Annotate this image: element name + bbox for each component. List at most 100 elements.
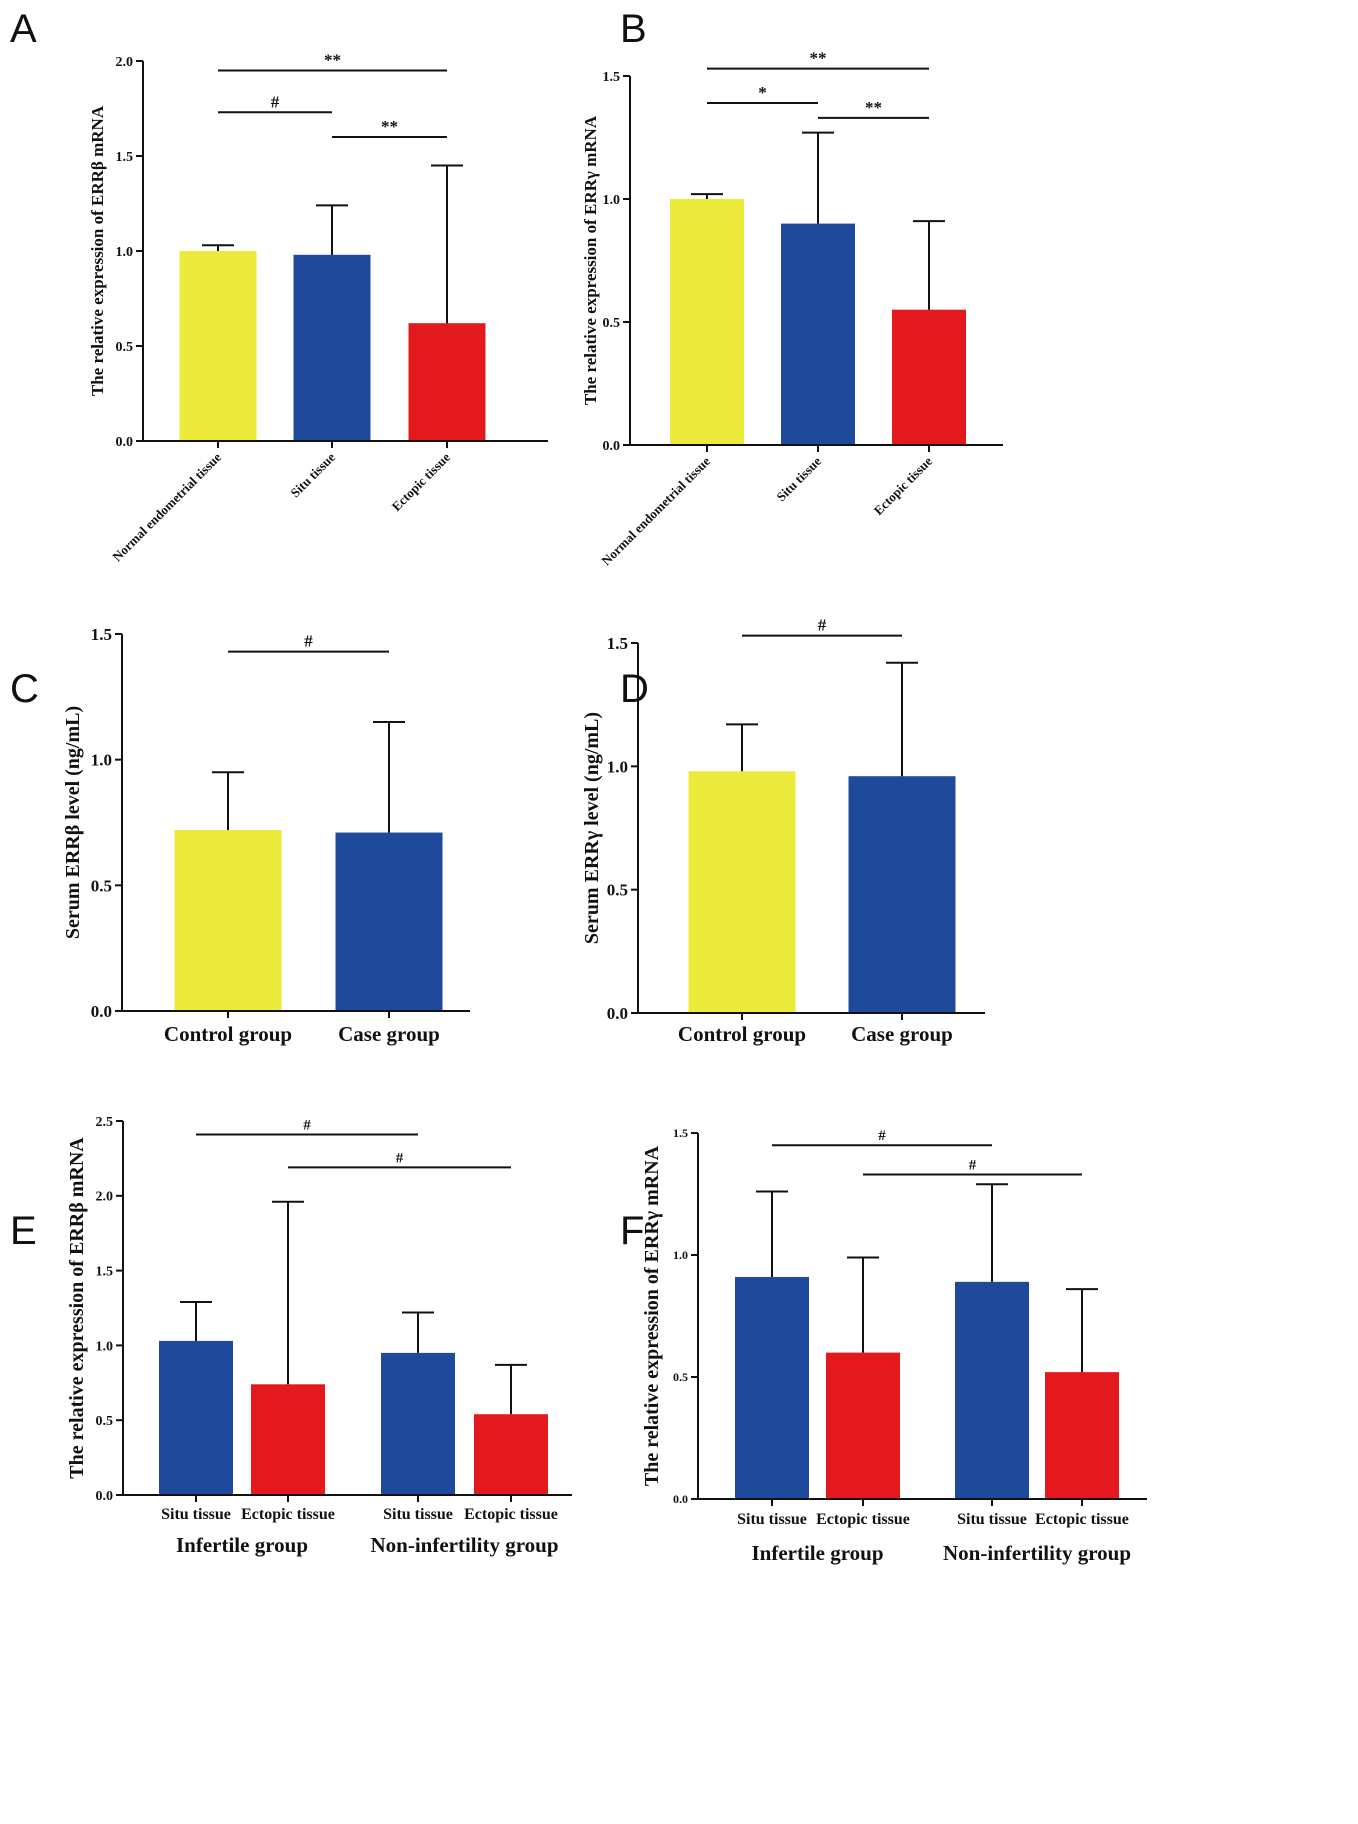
y-axis-title-e: The relative expression of ERRβ mRNA <box>66 1137 88 1479</box>
error-bar-a-2 <box>316 204 348 255</box>
x-category-label-b: Normal endometrial tissue <box>598 453 713 568</box>
panel-label-a: A <box>10 7 37 51</box>
y-tick-label-a: 0.5 <box>116 340 134 355</box>
x-category-label-b: Situ tissue <box>773 453 824 504</box>
chart-panel-d: 0.0 0.5 1.0 1.5 Serum ERRγ level (ng/mL) Cont… <box>581 616 985 1046</box>
y-tick-label-e: 0.5 <box>96 1414 114 1429</box>
y-tick-label-d: 1.5 <box>607 634 628 653</box>
significance-b-2: * <box>707 83 818 105</box>
error-bar-d-1 <box>726 723 758 772</box>
y-tick-label-a: 2.0 <box>116 55 134 70</box>
bar-b-2 <box>781 223 855 445</box>
panel-label-b: B <box>620 7 647 51</box>
y-tick-label-e: 0.0 <box>96 1489 114 1504</box>
y-tick-label-f: 1.0 <box>673 1248 688 1262</box>
panel-label-d: D <box>620 667 649 711</box>
y-axis-title-b: The relative expression of ERRγ mRNA <box>581 115 600 405</box>
significance-label: ** <box>381 117 398 136</box>
x-category-label-a: Normal endometrial tissue <box>109 449 224 564</box>
error-bar-e-4 <box>495 1363 527 1415</box>
y-tick-label-a: 1.5 <box>116 150 134 165</box>
significance-label: # <box>271 92 280 111</box>
error-bar-f-2 <box>847 1256 879 1353</box>
significance-label: * <box>758 83 767 102</box>
bar-f-4 <box>1045 1372 1119 1499</box>
x-category-label-f: Situ tissue <box>737 1511 807 1528</box>
x-category-label-d: Case group <box>851 1022 953 1046</box>
significance-f-2: # <box>863 1157 1082 1176</box>
y-tick-label-d: 1.0 <box>607 757 628 776</box>
error-bar-e-2 <box>272 1200 304 1385</box>
x-category-label-e: Ectopic tissue <box>464 1506 558 1523</box>
y-tick-label-b: 0.0 <box>603 439 621 454</box>
y-tick-label-d: 0.5 <box>607 881 628 900</box>
significance-label: # <box>304 632 313 651</box>
y-tick-label-e: 2.5 <box>96 1115 114 1130</box>
chart-panel-a: 0.0 0.5 1.0 1.5 2.0 The relative expression o… <box>88 51 548 564</box>
significance-label: ** <box>865 98 882 117</box>
significance-b-1: ** <box>707 49 929 70</box>
significance-a-2: # <box>218 92 332 114</box>
bar-e-3 <box>381 1352 455 1495</box>
y-tick-label-a: 1.0 <box>116 245 134 260</box>
y-axis-title-a: The relative expression of ERRβ mRNA <box>88 105 107 396</box>
bar-b-1 <box>670 199 744 445</box>
y-tick-label-c: 1.0 <box>91 751 112 770</box>
error-bar-b-1 <box>691 193 723 199</box>
bar-a-3 <box>408 323 486 441</box>
bar-d-2 <box>848 776 956 1013</box>
x-category-label-e: Situ tissue <box>383 1506 453 1523</box>
panel-label-c: C <box>10 667 39 711</box>
significance-d-1: # <box>742 616 902 637</box>
y-tick-label-d: 0.0 <box>607 1004 628 1023</box>
x-group-label-f: Infertile group <box>751 1541 883 1565</box>
error-bar-a-1 <box>202 244 234 251</box>
x-category-label-c: Control group <box>164 1022 292 1046</box>
x-category-label-d: Control group <box>678 1022 806 1046</box>
error-bar-d-2 <box>886 661 918 777</box>
x-category-label-f: Situ tissue <box>957 1511 1027 1528</box>
panel-label-e: E <box>10 1209 37 1253</box>
bar-c-1 <box>174 830 282 1011</box>
bar-f-2 <box>826 1352 900 1499</box>
y-tick-label-f: 0.5 <box>673 1370 688 1384</box>
significance-label: # <box>818 616 827 635</box>
y-tick-label-e: 2.0 <box>96 1190 114 1205</box>
error-bar-f-4 <box>1066 1288 1098 1373</box>
error-bar-e-1 <box>180 1301 212 1341</box>
x-group-label-e: Infertile group <box>176 1533 308 1557</box>
y-tick-label-f: 0.0 <box>673 1492 688 1506</box>
bar-e-1 <box>159 1340 233 1495</box>
error-bar-b-2 <box>802 131 834 224</box>
y-tick-label-c: 0.0 <box>91 1002 112 1021</box>
chart-panel-e: 0.0 0.5 1.0 1.5 2.0 2.5 The relative expressio… <box>66 1115 572 1557</box>
significance-e-2: # <box>288 1150 511 1169</box>
bar-f-1 <box>735 1276 809 1499</box>
y-tick-label-c: 0.5 <box>91 876 112 895</box>
significance-b-3: ** <box>818 98 929 119</box>
chart-panel-f: 0.0 0.5 1.0 1.5 The relative expression of E… <box>641 1126 1147 1565</box>
bar-f-3 <box>955 1281 1029 1499</box>
charts-layer: 0.0 0.5 1.0 1.5 2.0 The relative expression o… <box>62 49 1147 1565</box>
y-axis-title-f: The relative expression of ERRγ mRNA <box>641 1145 663 1486</box>
x-category-label-c: Case group <box>338 1022 440 1046</box>
x-group-label-e: Non-infertility group <box>370 1533 558 1557</box>
bar-e-2 <box>251 1384 325 1495</box>
y-axis-title-d: Serum ERRγ level (ng/mL) <box>581 712 603 944</box>
x-category-label-f: Ectopic tissue <box>1035 1511 1129 1528</box>
error-bar-c-2 <box>373 720 405 833</box>
significance-a-1: ** <box>218 51 447 72</box>
significance-label: ** <box>810 49 827 68</box>
x-group-label-f: Non-infertility group <box>943 1541 1131 1565</box>
x-category-label-e: Situ tissue <box>161 1506 231 1523</box>
bar-e-4 <box>474 1414 548 1495</box>
significance-label: # <box>969 1157 977 1173</box>
significance-a-3: ** <box>332 117 447 138</box>
y-tick-label-e: 1.5 <box>96 1265 114 1280</box>
bar-a-1 <box>179 251 257 441</box>
y-tick-label-a: 0.0 <box>116 435 134 450</box>
x-category-label-b: Ectopic tissue <box>871 453 936 518</box>
y-tick-label-e: 1.0 <box>96 1339 114 1354</box>
significance-c-1: # <box>228 632 389 653</box>
